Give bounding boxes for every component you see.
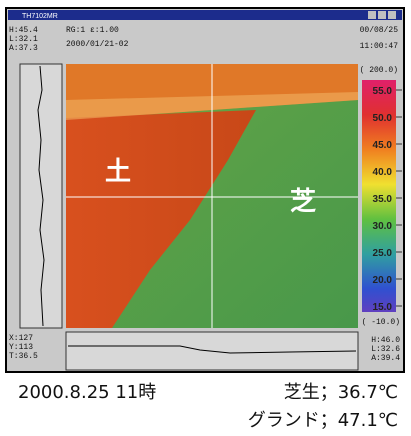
- caption-ground: グランド；47.1℃: [248, 410, 398, 431]
- readout: X:127: [9, 334, 33, 343]
- caption-grass: 芝生；36.7℃: [284, 382, 398, 403]
- scale-max: ( 200.0): [360, 66, 398, 75]
- scale-label: 35.0: [373, 194, 393, 205]
- readout: A:37.3: [9, 44, 38, 53]
- scale-label: 25.0: [373, 248, 393, 259]
- readout: T:36.5: [9, 352, 38, 361]
- mode-readout: RG:1 ε:1.00: [66, 26, 119, 35]
- time-readout: 11:00:47: [360, 42, 399, 51]
- maximize-button[interactable]: [378, 11, 386, 19]
- soil-label: 土: [105, 156, 131, 186]
- scale-label: 50.0: [373, 113, 393, 124]
- scale-label: 20.0: [373, 275, 393, 286]
- close-button[interactable]: [388, 11, 396, 19]
- readout: A:39.4: [371, 354, 400, 363]
- minimize-button[interactable]: [368, 11, 376, 19]
- scale-label: 55.0: [373, 86, 393, 97]
- scale-label: 15.0: [373, 302, 393, 313]
- readout: L:32.1: [9, 35, 38, 44]
- screenshot: TH7102MR H:45.4L:32.1A:37.3 RG:1 ε:1.00 …: [0, 0, 411, 436]
- readout: L:32.6: [371, 345, 400, 354]
- scale-label: 30.0: [373, 221, 393, 232]
- readout: Y:113: [9, 343, 33, 352]
- readout: H:45.4: [9, 26, 38, 35]
- file-readout: 2000/01/21-02: [66, 40, 129, 49]
- readout: H:46.0: [371, 336, 400, 345]
- scale-label: 40.0: [373, 167, 393, 178]
- grass-label: 芝: [290, 186, 316, 216]
- title-bar: [8, 10, 402, 20]
- scale-min: ( -10.0): [362, 318, 400, 327]
- thermal-image: 土 芝: [66, 64, 358, 328]
- caption-datetime: 2000.8.25 11時: [18, 382, 156, 403]
- scale-label: 45.0: [373, 140, 393, 151]
- window-title: TH7102MR: [22, 13, 58, 20]
- date-readout: 00/08/25: [360, 26, 399, 35]
